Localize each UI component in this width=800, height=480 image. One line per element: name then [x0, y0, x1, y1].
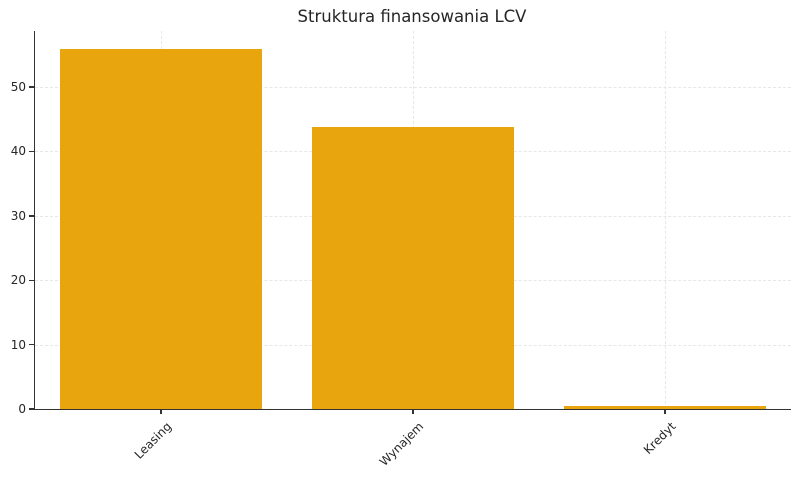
y-tick-label: 40	[10, 144, 26, 159]
y-tick-mark	[28, 279, 34, 281]
y-tick-mark	[28, 150, 34, 153]
x-tick-mark	[160, 409, 162, 414]
y-tick-mark	[28, 343, 34, 346]
bar-wynajem	[312, 126, 514, 409]
y-tick-label: 20	[10, 273, 26, 288]
y-tick-mark	[28, 86, 34, 88]
y-tick-label: 50	[10, 80, 26, 95]
chart-title: Struktura finansowania LCV	[297, 7, 527, 26]
plot-area: 0 10 20 30 40 50 Leasing Wynajem Kredyt	[11, 31, 791, 469]
x-tick-label: Wynajem	[376, 419, 427, 469]
y-tick-mark	[28, 408, 34, 410]
y-tick-mark	[28, 215, 34, 217]
x-tick-label: Leasing	[131, 419, 175, 462]
x-tick-mark	[664, 409, 666, 414]
y-tick-label: 10	[10, 337, 26, 352]
v-gridline	[665, 31, 666, 409]
y-tick-label: 0	[18, 402, 26, 416]
y-tick-label: 30	[10, 208, 26, 223]
bar-leasing	[60, 49, 262, 409]
x-tick-mark	[412, 409, 414, 414]
x-tick-label: Kredyt	[640, 419, 679, 458]
bar-kredyt	[564, 405, 766, 409]
